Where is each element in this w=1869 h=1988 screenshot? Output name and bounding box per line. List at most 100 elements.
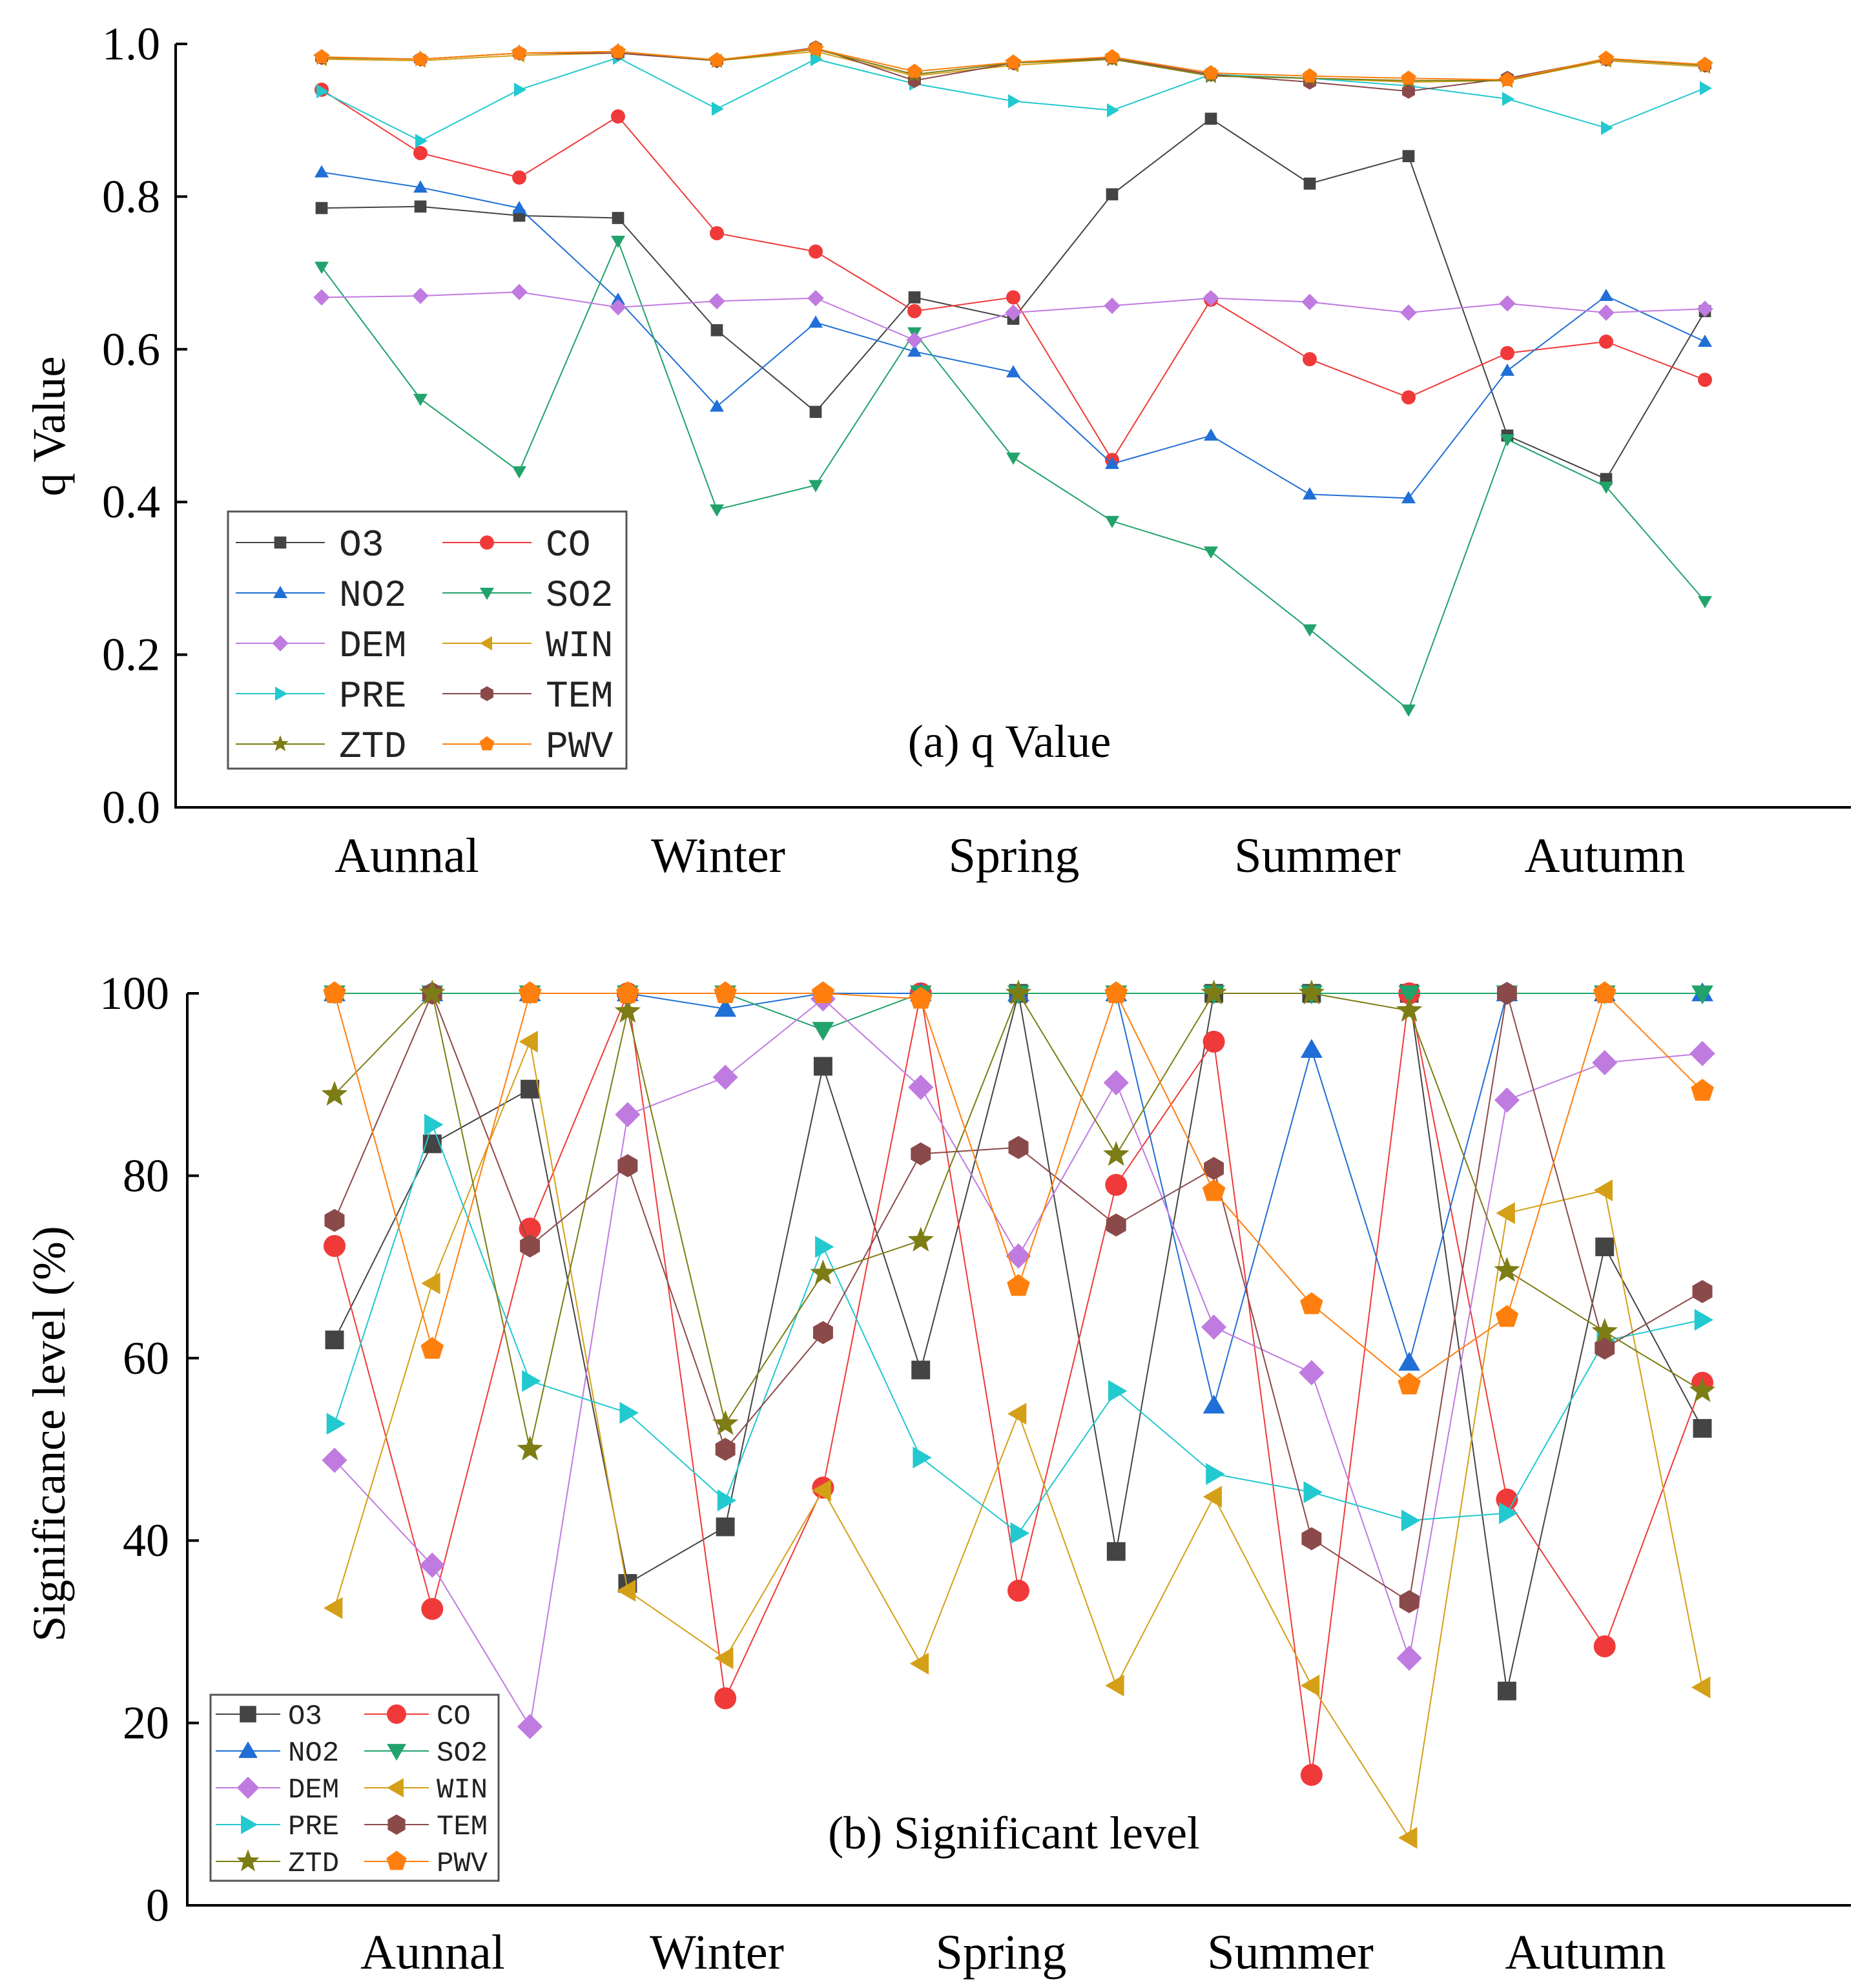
data-point-dem [610, 299, 626, 316]
data-point-dem [419, 1552, 445, 1578]
series-dem [313, 284, 1713, 349]
legend-marker-co [387, 1704, 406, 1724]
legend-item-no2: NO2 [216, 1737, 339, 1770]
legend-label: TEM [546, 676, 613, 718]
data-point-no2 [809, 315, 823, 328]
panel-b-legend: O3 CO NO2 SO2 DEM WIN PRE TEM ZTD PWV [209, 1693, 500, 1882]
legend-marker-pwv [479, 736, 495, 751]
data-point-pwv [1203, 65, 1219, 79]
data-point-o3 [612, 212, 625, 224]
data-point-co [1006, 290, 1020, 305]
legend-item-tem: TEM [442, 676, 613, 718]
data-point-ztd [1494, 1257, 1520, 1282]
data-point-pre [1303, 1481, 1323, 1504]
data-point-dem [322, 1447, 347, 1473]
data-point-co [1007, 1579, 1029, 1602]
data-point-no2 [1006, 365, 1020, 378]
data-point-co [1203, 1030, 1225, 1053]
legend-box [227, 510, 628, 770]
data-point-pwv [420, 1337, 444, 1359]
data-point-ztd [712, 1410, 739, 1435]
data-point-ztd [1689, 1377, 1716, 1402]
y-tick-label: 40 [123, 1515, 169, 1566]
panel-b-y-axis-title: Significance level (%) [23, 1226, 75, 1642]
legend-item-pwv: PWV [364, 1848, 488, 1880]
data-point-no2 [1698, 335, 1712, 347]
legend-marker-pre [241, 1815, 258, 1834]
data-point-so2 [315, 262, 329, 274]
panel-a-category-labels: Aunnal Winter Spring Summer Autumn [335, 829, 1685, 883]
data-point-tem [1399, 1590, 1420, 1613]
series-co [315, 82, 1712, 468]
x-category-label: Summer [1234, 829, 1401, 883]
data-point-so2 [512, 466, 526, 479]
data-point-dem [412, 287, 429, 304]
series-no2 [315, 165, 1712, 504]
data-point-dem [1400, 304, 1417, 321]
legend-marker-co [480, 535, 494, 550]
legend-item-pwv: PWV [442, 727, 614, 769]
panel-a-legend: O3 CO NO2 SO2 DEM WIN PRE TEM ZTD PWV [227, 510, 628, 770]
data-point-co [710, 226, 724, 241]
data-point-pre [1008, 94, 1020, 109]
legend-label: DEM [339, 626, 406, 668]
data-point-dem [1201, 1314, 1227, 1340]
panel-a-series-layer [313, 40, 1714, 717]
y-tick-label: 0.2 [102, 629, 160, 681]
data-point-pre [712, 101, 724, 116]
data-point-no2 [907, 344, 922, 357]
legend-item-no2: NO2 [236, 575, 406, 617]
data-point-dem [511, 284, 528, 300]
data-point-pwv [1598, 50, 1614, 65]
x-category-label: Spring [949, 829, 1080, 883]
legend-marker-no2 [238, 1741, 258, 1758]
y-tick-label: 0 [146, 1879, 169, 1931]
data-point-tem [1204, 1157, 1224, 1180]
legend-label: PWV [437, 1848, 488, 1880]
data-point-win [616, 1579, 636, 1602]
data-point-win [1593, 1179, 1613, 1201]
legend-item-o3: O3 [236, 525, 384, 567]
data-point-o3 [1106, 1542, 1126, 1561]
legend-marker-win [480, 636, 492, 650]
data-point-ztd [1201, 979, 1227, 1005]
legend-marker-o3 [240, 1706, 256, 1723]
data-point-pwv [323, 981, 346, 1004]
data-point-so2 [1500, 434, 1514, 447]
data-point-win [519, 1030, 538, 1053]
data-point-ztd [810, 1259, 836, 1285]
data-point-tem [1595, 1336, 1615, 1360]
x-category-label: Winter [650, 1925, 784, 1980]
data-point-so2 [1105, 515, 1119, 528]
legend-label: SO2 [437, 1737, 488, 1770]
legend-label: ZTD [339, 727, 406, 769]
data-point-so2 [1401, 704, 1416, 717]
data-point-co [1599, 334, 1613, 349]
data-point-tem [1497, 982, 1517, 1005]
data-point-no2 [1303, 487, 1317, 500]
data-point-dem [1499, 295, 1516, 312]
data-point-dem [1103, 1070, 1129, 1095]
legend-marker-no2 [273, 586, 287, 598]
x-category-label: Autumn [1524, 829, 1685, 883]
data-point-tem [911, 1142, 931, 1166]
legend-label: CO [437, 1701, 471, 1733]
data-point-win [1105, 1674, 1124, 1697]
data-point-pre [514, 83, 526, 97]
data-point-pre [1694, 1309, 1713, 1331]
data-point-co [413, 146, 428, 161]
data-point-dem [1005, 304, 1022, 321]
data-point-o3 [1693, 1419, 1712, 1438]
legend-label: NO2 [288, 1737, 339, 1770]
data-point-dem [1598, 304, 1615, 321]
panel-b-series-layer [321, 979, 1716, 1849]
data-point-tem [1106, 1213, 1126, 1237]
data-point-dem [1104, 297, 1120, 315]
data-point-dem [615, 1102, 641, 1128]
legend-label: NO2 [339, 575, 406, 617]
data-point-o3 [1497, 1681, 1516, 1701]
x-category-label: Aunnal [360, 1925, 505, 1980]
data-point-co [907, 304, 922, 318]
data-point-dem [313, 289, 330, 306]
data-point-ztd [321, 1081, 348, 1106]
